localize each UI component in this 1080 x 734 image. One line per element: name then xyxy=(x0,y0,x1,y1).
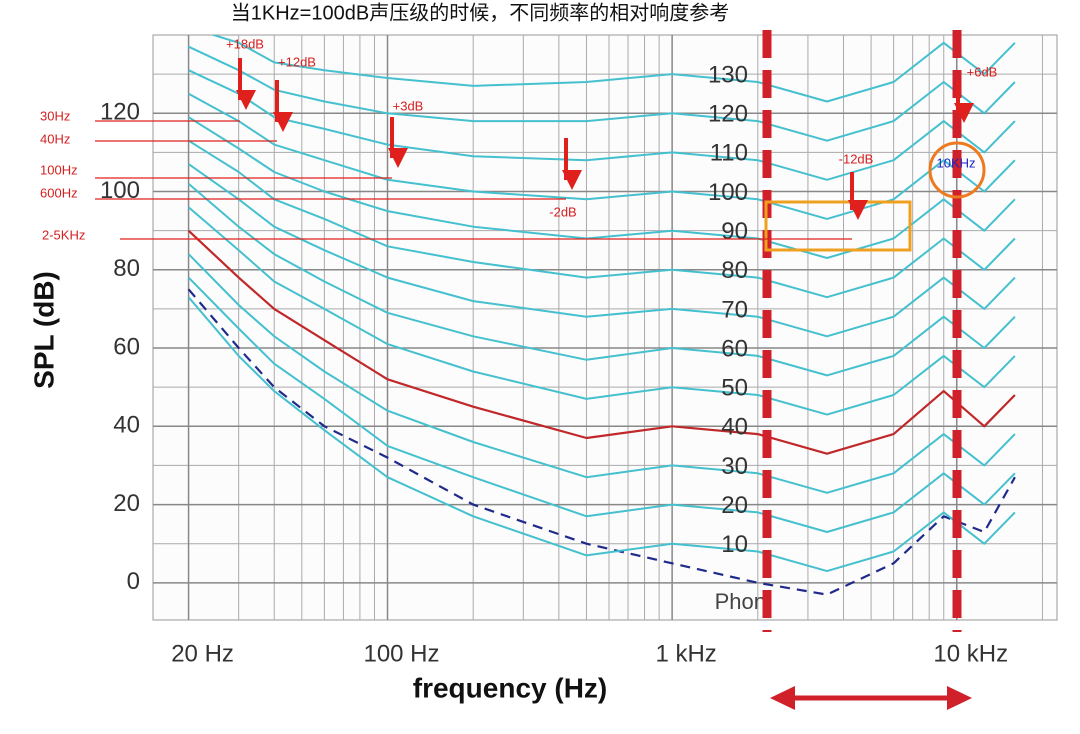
grid xyxy=(153,35,1057,620)
annotation: 600Hz xyxy=(40,185,78,200)
annotation: 30Hz xyxy=(40,108,70,123)
legend-label: 120 xyxy=(708,101,748,128)
range-arrow xyxy=(770,686,972,710)
legend-label: 90 xyxy=(721,218,748,245)
legend-label: 60 xyxy=(721,335,748,362)
legend-label: 130 xyxy=(708,61,748,88)
annotation: 100Hz xyxy=(40,162,78,177)
contour-line xyxy=(188,163,1016,338)
legend-label: 40 xyxy=(721,414,748,441)
legend-label: 70 xyxy=(721,296,748,323)
highlight-circle xyxy=(928,141,986,199)
plot-area xyxy=(152,34,1058,621)
annotation: +12dB xyxy=(278,54,316,69)
y-axis-label: SPL (dB) xyxy=(28,271,59,389)
x-axis-label: frequency (Hz) xyxy=(413,672,607,703)
contour-line xyxy=(188,116,1016,259)
annotation: 2-5KHz xyxy=(42,227,85,242)
x-tick-label: 100 Hz xyxy=(363,640,439,667)
annotation: +3dB xyxy=(393,98,424,113)
contour-line xyxy=(187,296,1016,573)
legend-label: 20 xyxy=(721,492,748,519)
legend-label: 110 xyxy=(710,140,748,167)
contour-line xyxy=(187,288,1016,596)
labels: 20 Hz 100 Hz 1 kHz 10 kHz 0 20 40 60 80 100 120 10 2… xyxy=(100,61,1008,667)
x-tick-label: 1 kHz xyxy=(655,640,716,667)
y-tick-label: 0 xyxy=(127,568,140,595)
contour-line xyxy=(187,229,1016,455)
contour-line xyxy=(210,35,1016,103)
contour-line xyxy=(188,92,1016,220)
annotation: +18dB xyxy=(226,36,264,51)
annotation: 10KHz xyxy=(936,155,975,170)
y-tick-label: 20 xyxy=(113,490,140,517)
contour-line xyxy=(187,182,1016,377)
chart-title: 当1KHz=100dB声压级的时候，不同频率的相对响度参考 xyxy=(231,1,729,24)
legend-label: 100 xyxy=(708,179,748,206)
contour-line xyxy=(187,206,1016,416)
x-tick-label: 20 Hz xyxy=(171,640,234,667)
annotation: -2dB xyxy=(549,204,576,219)
legend-label: 30 xyxy=(721,453,748,480)
y-tick-label: 80 xyxy=(113,255,140,282)
annotation: -12dB xyxy=(839,151,874,166)
annotation: +6dB xyxy=(967,64,998,79)
highlight-box xyxy=(764,200,912,252)
curves xyxy=(187,35,1016,596)
contour-line xyxy=(188,139,1016,299)
contour-line xyxy=(187,276,1016,533)
legend-header: Phon xyxy=(715,589,766,614)
legend-label: 10 xyxy=(721,531,748,558)
legend-label: 80 xyxy=(721,257,748,284)
contour-line xyxy=(188,45,1016,142)
annotation: 40Hz xyxy=(40,131,70,146)
legend-label: 50 xyxy=(721,375,748,402)
x-tick-label: 10 kHz xyxy=(933,640,1008,667)
y-tick-label: 40 xyxy=(113,412,140,439)
y-tick-label: 60 xyxy=(113,333,140,360)
y-tick-label: 100 xyxy=(100,177,140,204)
contour-line xyxy=(187,253,1016,494)
